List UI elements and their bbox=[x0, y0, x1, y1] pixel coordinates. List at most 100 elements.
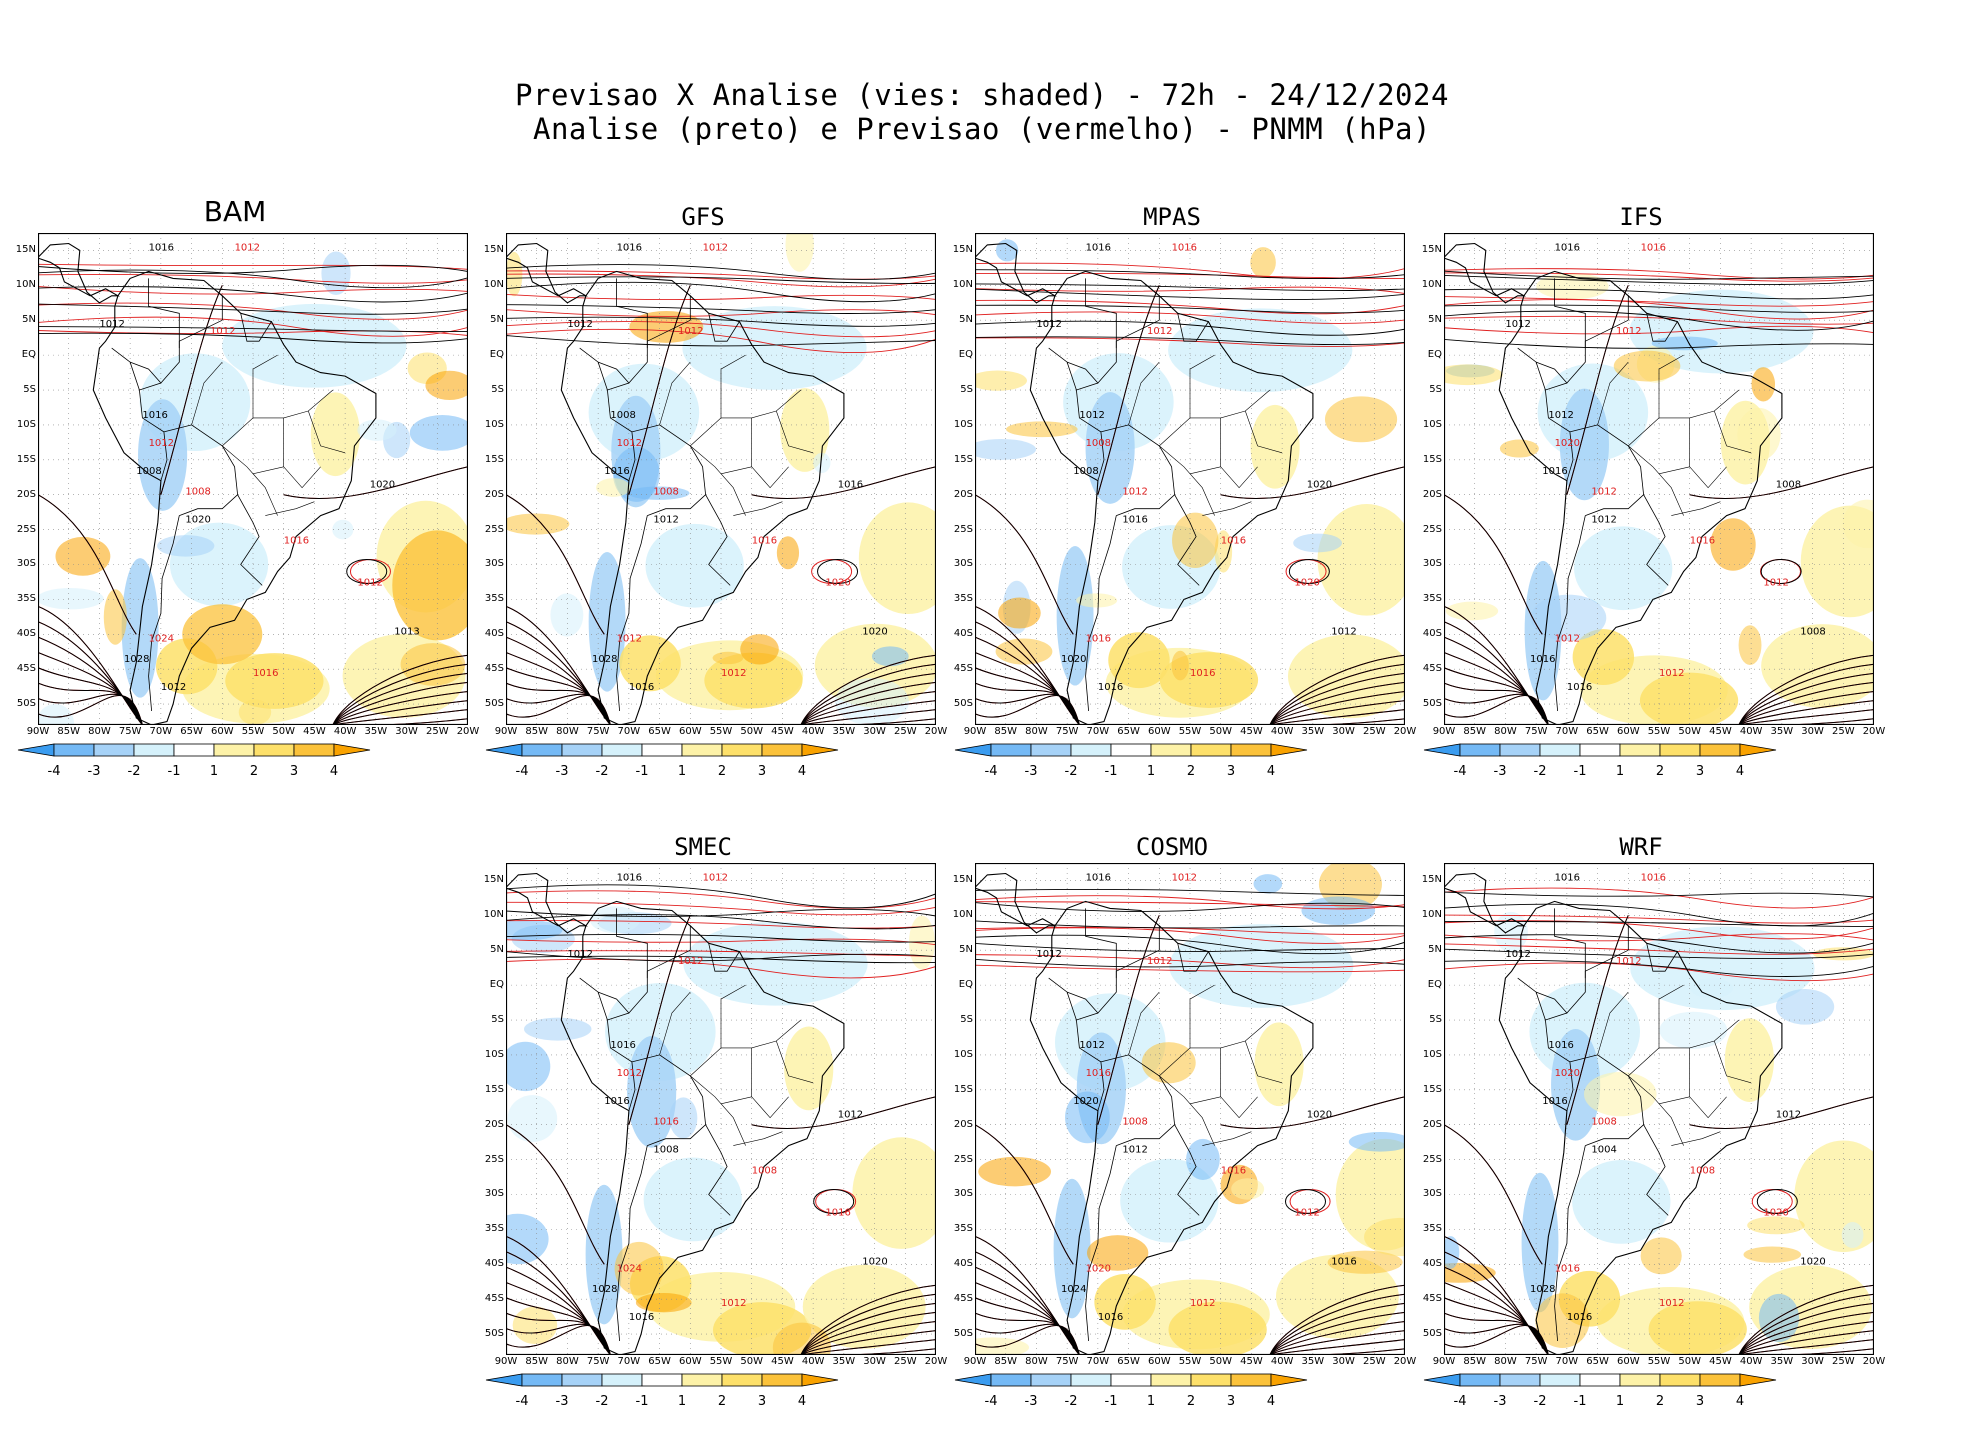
lat-label: 5S bbox=[491, 1014, 504, 1026]
isobar-label: 1016 bbox=[1690, 536, 1715, 547]
panel-smec: SMEC 15N 10N 5N EQ 5S 10S 15S 20S 25S 30S 35S 40S 45S… bbox=[468, 815, 948, 1409]
lat-label: 45S bbox=[16, 663, 36, 675]
lat-label: EQ bbox=[1427, 349, 1442, 361]
coastline bbox=[506, 242, 845, 725]
isobar-label: 1008 bbox=[1591, 1117, 1616, 1128]
bias-shading bbox=[1444, 273, 1874, 725]
isobar-label: 1016 bbox=[1172, 242, 1197, 253]
isobar-label: 1012 bbox=[210, 326, 235, 337]
isobar-label: 1012 bbox=[1555, 633, 1580, 644]
lat-label: 20S bbox=[953, 1118, 973, 1130]
lat-label: 35S bbox=[1422, 1223, 1442, 1235]
analysis-isobars bbox=[38, 264, 468, 725]
isobar-label: 1020 bbox=[862, 626, 887, 637]
colorbar-tick: 3 bbox=[757, 764, 767, 779]
isobar-label: 1012 bbox=[567, 319, 592, 330]
lon-label: 80W bbox=[556, 726, 579, 737]
isobar-label: 1012 bbox=[1294, 1207, 1319, 1218]
colorbar-tick: -4 bbox=[984, 1394, 998, 1409]
lat-label: 25S bbox=[16, 523, 36, 535]
colorbar: -4 -3 -2 -1 1 2 3 4 bbox=[1416, 740, 1856, 780]
coastline bbox=[975, 872, 1314, 1355]
isobar-label: 1012 bbox=[1190, 1298, 1215, 1309]
lon-label: 35W bbox=[1770, 726, 1794, 737]
colorbar-tick: -1 bbox=[635, 1394, 649, 1409]
colorbar-swatches bbox=[485, 1373, 839, 1387]
lat-label: 50S bbox=[1422, 1328, 1442, 1340]
isobar-label: 1016 bbox=[1530, 654, 1555, 665]
panel-title: GFS bbox=[681, 203, 725, 231]
lat-label: 5N bbox=[959, 944, 973, 956]
isobar-label: 1016 bbox=[825, 1207, 850, 1218]
lat-label: 20S bbox=[953, 488, 973, 500]
lon-label: 50W bbox=[1678, 1356, 1702, 1367]
lon-label: 45W bbox=[1709, 726, 1732, 737]
lat-label: 30S bbox=[484, 1188, 504, 1200]
isobar-label: 1012 bbox=[357, 577, 382, 588]
colorbar-tick: 3 bbox=[1695, 764, 1705, 779]
isobar-label: 1016 bbox=[1098, 682, 1123, 693]
isobar-label: 1012 bbox=[678, 326, 703, 337]
lat-label: 45S bbox=[1422, 1293, 1442, 1305]
lat-lon-grid bbox=[38, 233, 468, 725]
colorbar-swatches bbox=[485, 743, 839, 757]
lon-label: 85W bbox=[525, 1356, 549, 1367]
colorbar: -4 -3 -2 -1 1 2 3 4 bbox=[1416, 1370, 1856, 1410]
lat-label: 10N bbox=[483, 909, 504, 921]
isobar-label: 1012 bbox=[1079, 410, 1104, 421]
lat-label: 15N bbox=[15, 244, 36, 256]
lon-label: 30W bbox=[395, 726, 418, 737]
lat-label: 10N bbox=[952, 279, 973, 291]
isobar-label: 1016 bbox=[1221, 1166, 1246, 1177]
isobar-label: 1020 bbox=[1307, 480, 1332, 491]
isobar-label: 1012 bbox=[1616, 326, 1641, 337]
lat-label: 50S bbox=[953, 698, 973, 710]
lon-label: 20W bbox=[1393, 1356, 1417, 1367]
lon-label: 80W bbox=[88, 726, 111, 737]
colorbar-swatches bbox=[954, 1373, 1308, 1387]
map-wrf: 1016 1016 1012 1012 1016 1020 1016 1008 1004 1008… bbox=[1444, 863, 1874, 1355]
map-ifs: 1016 101610121012101210201016101210121016… bbox=[1444, 233, 1874, 725]
lat-label: 10N bbox=[483, 279, 504, 291]
lat-label: EQ bbox=[489, 349, 504, 361]
isobar-label: 1012 bbox=[721, 668, 746, 679]
colorbar-swatches bbox=[954, 743, 1308, 757]
colorbar-tick: 2 bbox=[249, 764, 259, 779]
colorbar-tick: -4 bbox=[984, 764, 998, 779]
lon-label: 45W bbox=[303, 726, 326, 737]
coastline bbox=[975, 242, 1314, 725]
colorbar-tick: -4 bbox=[1453, 764, 1467, 779]
lon-label: 45W bbox=[771, 726, 794, 737]
isobar-label: 1016 bbox=[617, 242, 642, 253]
lon-label: 85W bbox=[994, 726, 1018, 737]
lat-label: 35S bbox=[484, 1223, 504, 1235]
coastline bbox=[1444, 872, 1783, 1355]
lon-label: 70W bbox=[617, 726, 641, 737]
lat-label: 15N bbox=[952, 244, 973, 256]
lat-label: 45S bbox=[953, 663, 973, 675]
colorbar-tick: 2 bbox=[717, 764, 727, 779]
lat-lon-grid bbox=[1444, 863, 1874, 1355]
lon-label: 30W bbox=[1332, 726, 1355, 737]
lon-label: 85W bbox=[57, 726, 81, 737]
colorbar-tick: -1 bbox=[1104, 1394, 1118, 1409]
lon-label: 35W bbox=[1770, 1356, 1794, 1367]
lat-lon-grid bbox=[975, 863, 1405, 1355]
panel-title: WRF bbox=[1619, 833, 1663, 861]
lon-label: 85W bbox=[1463, 726, 1487, 737]
panel-title: IFS bbox=[1619, 203, 1663, 231]
isobar-label: 1012 bbox=[653, 515, 678, 526]
colorbar-tick: 3 bbox=[1226, 1394, 1236, 1409]
lat-label: EQ bbox=[489, 979, 504, 991]
isobar-label: 1016 bbox=[617, 872, 642, 883]
lat-label: 30S bbox=[1422, 558, 1442, 570]
lon-label: 70W bbox=[149, 726, 173, 737]
lat-label: EQ bbox=[1427, 979, 1442, 991]
isobar-label: 1012 bbox=[161, 682, 186, 693]
isobar-label: 1020 bbox=[1073, 1096, 1098, 1107]
lon-label: 55W bbox=[241, 726, 265, 737]
lat-label: 15S bbox=[484, 1083, 504, 1095]
colorbar: -4 -3 -2 -1 1 2 3 4 bbox=[478, 1370, 918, 1410]
colorbar-tick: 2 bbox=[1655, 764, 1665, 779]
colorbar-tick: -3 bbox=[555, 1394, 569, 1409]
